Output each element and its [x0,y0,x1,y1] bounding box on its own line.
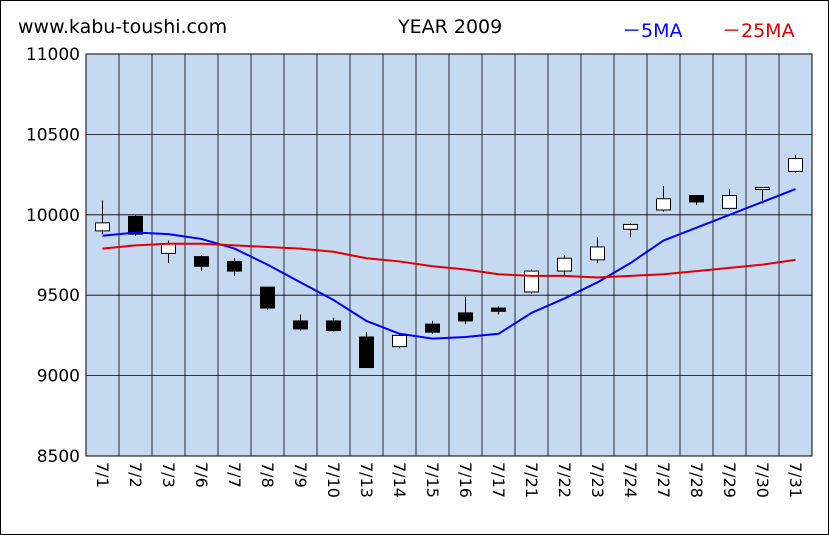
ma-line-25ma [102,242,796,279]
legend-5ma: －5MA [622,20,683,42]
x-tick-label: 7/14 [390,462,409,498]
y-tick-label: 11000 [26,45,80,65]
candle [557,255,572,276]
y-tick-label: 10000 [26,206,80,226]
x-tick-label: 7/10 [324,462,343,498]
moving-average-lines [102,188,796,340]
grid-lines [86,53,812,457]
candle [656,185,671,212]
candle [392,333,407,349]
candle [788,155,803,173]
candle-body [590,246,605,261]
y-axis-ticks: 8500 9000 9500 10000 10500 11000 [26,45,80,467]
candle [227,258,242,276]
x-tick-label: 7/13 [357,462,376,498]
candle-body [722,195,737,209]
candle-body [260,286,275,309]
candles [95,155,803,369]
candle [590,237,605,264]
candle-body [656,198,671,211]
x-tick-label: 7/6 [192,462,211,488]
candle [722,189,737,210]
candle-body [755,186,770,190]
x-tick-label: 7/24 [621,462,640,498]
x-tick-label: 7/17 [489,462,508,498]
legend-25ma: －25MA [722,20,795,42]
candle [326,317,341,333]
candle [425,320,440,334]
y-tick-label: 9500 [37,286,80,306]
candle-body [227,260,242,272]
candle [293,314,308,331]
x-tick-label: 7/28 [687,462,706,498]
candle-body [95,222,110,232]
y-tick-label: 9000 [37,367,80,387]
x-tick-label: 7/23 [588,462,607,498]
candle-body [524,270,539,293]
x-tick-label: 7/22 [555,462,574,498]
candle-body [491,307,506,312]
candle [260,286,275,310]
candle-body [293,320,308,330]
candle-body [161,243,176,254]
x-tick-label: 7/3 [159,462,178,488]
x-tick-label: 7/8 [258,462,277,488]
x-tick-label: 7/16 [456,462,475,498]
candle-body [194,256,209,267]
candle-body [557,257,572,272]
site-url: www.kabu-toushi.com [18,16,228,38]
x-tick-label: 7/9 [291,462,310,488]
candle-body [425,323,440,333]
y-tick-label: 10500 [26,125,80,145]
candle [689,195,704,206]
x-axis-ticks: 7/1 7/2 7/3 7/6 7/7 7/8 7/9 7/10 7/13 7/14 7/15 7/1… [93,462,805,498]
candle [194,255,209,272]
candle-body [326,320,341,332]
candle-body [392,334,407,348]
candle-body [623,223,638,230]
candle-body [458,312,473,322]
candle [95,200,110,235]
x-tick-label: 7/31 [786,462,805,498]
candle [359,332,374,369]
x-tick-label: 7/1 [93,462,112,488]
x-tick-label: 7/15 [423,462,442,498]
candle [524,269,539,294]
candle [491,306,506,315]
y-tick-label: 8500 [37,447,80,467]
candle-body [128,215,143,235]
candle [623,222,638,238]
x-tick-label: 7/21 [522,462,541,498]
chart-title: YEAR 2009 [398,16,503,38]
candle-body [359,336,374,369]
x-tick-label: 7/29 [720,462,739,498]
candle-body [689,195,704,203]
candle [458,296,473,325]
x-tick-label: 7/27 [654,462,673,498]
x-tick-label: 7/7 [225,462,244,488]
x-tick-label: 7/2 [126,462,145,488]
candle-body [788,158,803,172]
x-tick-label: 7/30 [753,462,772,498]
